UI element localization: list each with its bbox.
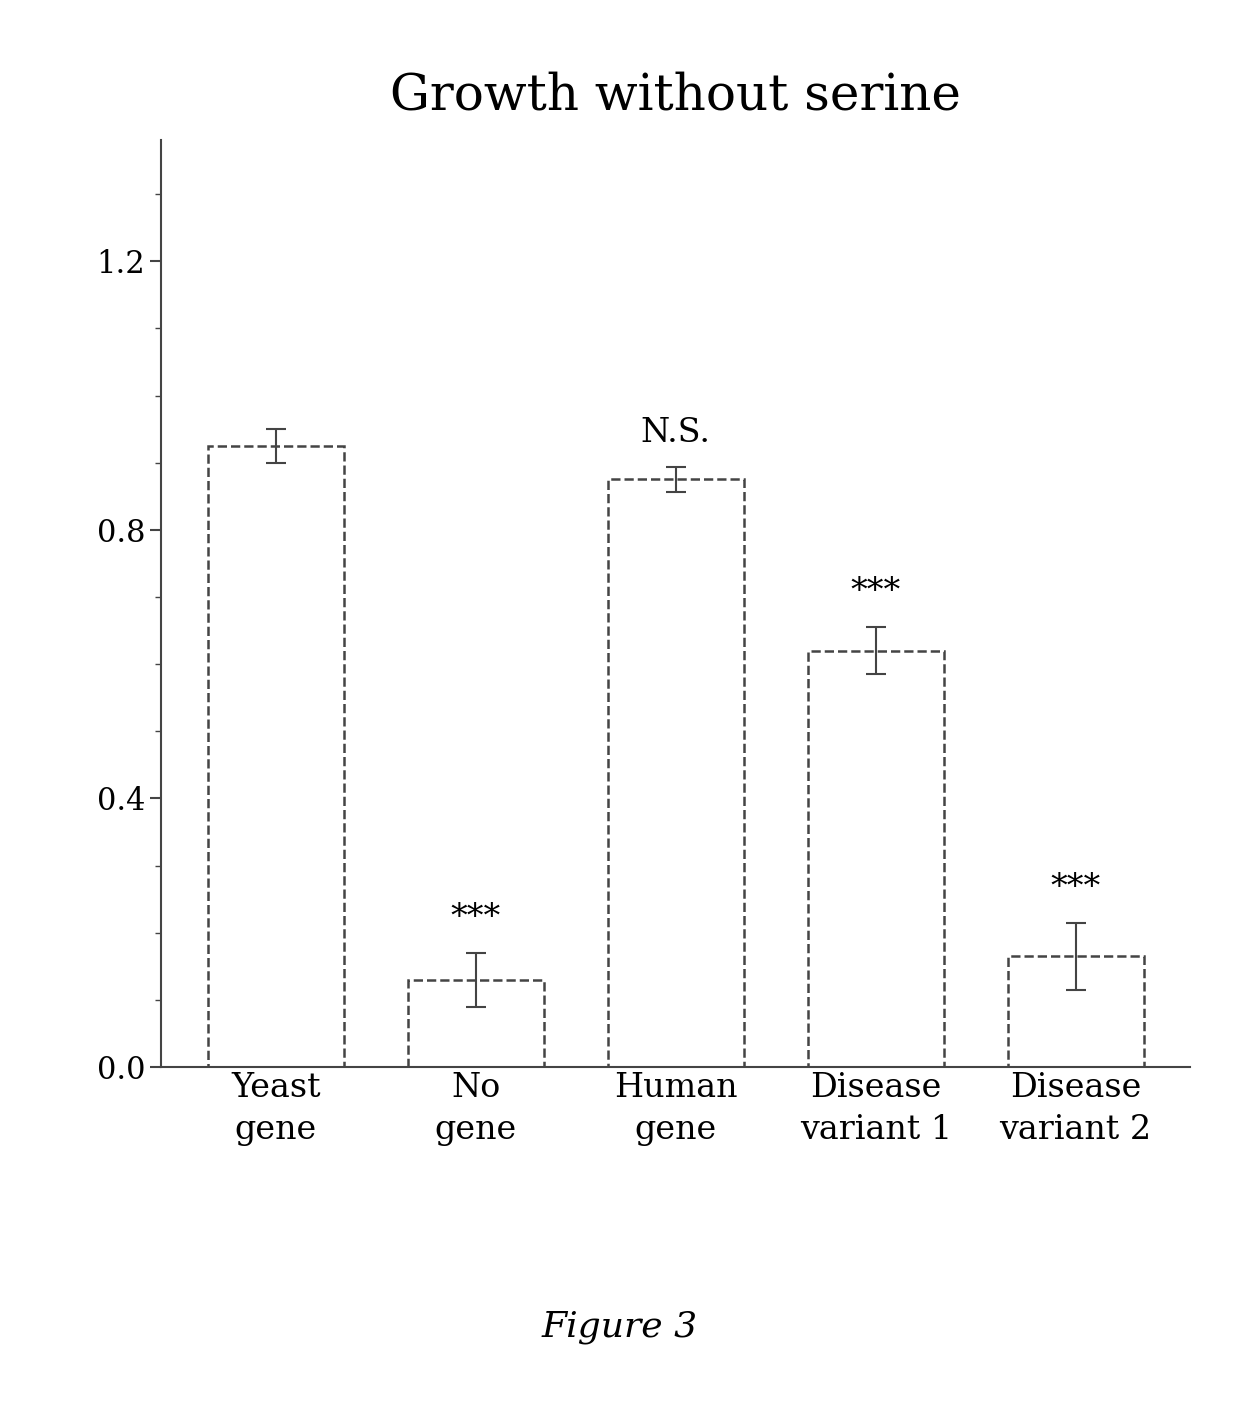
Text: Figure 3: Figure 3 bbox=[542, 1310, 698, 1344]
Text: N.S.: N.S. bbox=[641, 417, 711, 449]
Text: ***: *** bbox=[451, 903, 501, 934]
Bar bbox=[408, 980, 544, 1067]
Bar bbox=[1008, 956, 1143, 1067]
Bar bbox=[208, 446, 343, 1067]
Title: Growth without serine: Growth without serine bbox=[391, 72, 961, 121]
Text: ***: *** bbox=[1050, 872, 1101, 904]
Bar bbox=[807, 650, 944, 1067]
Text: ***: *** bbox=[851, 577, 900, 608]
Bar bbox=[608, 480, 744, 1067]
